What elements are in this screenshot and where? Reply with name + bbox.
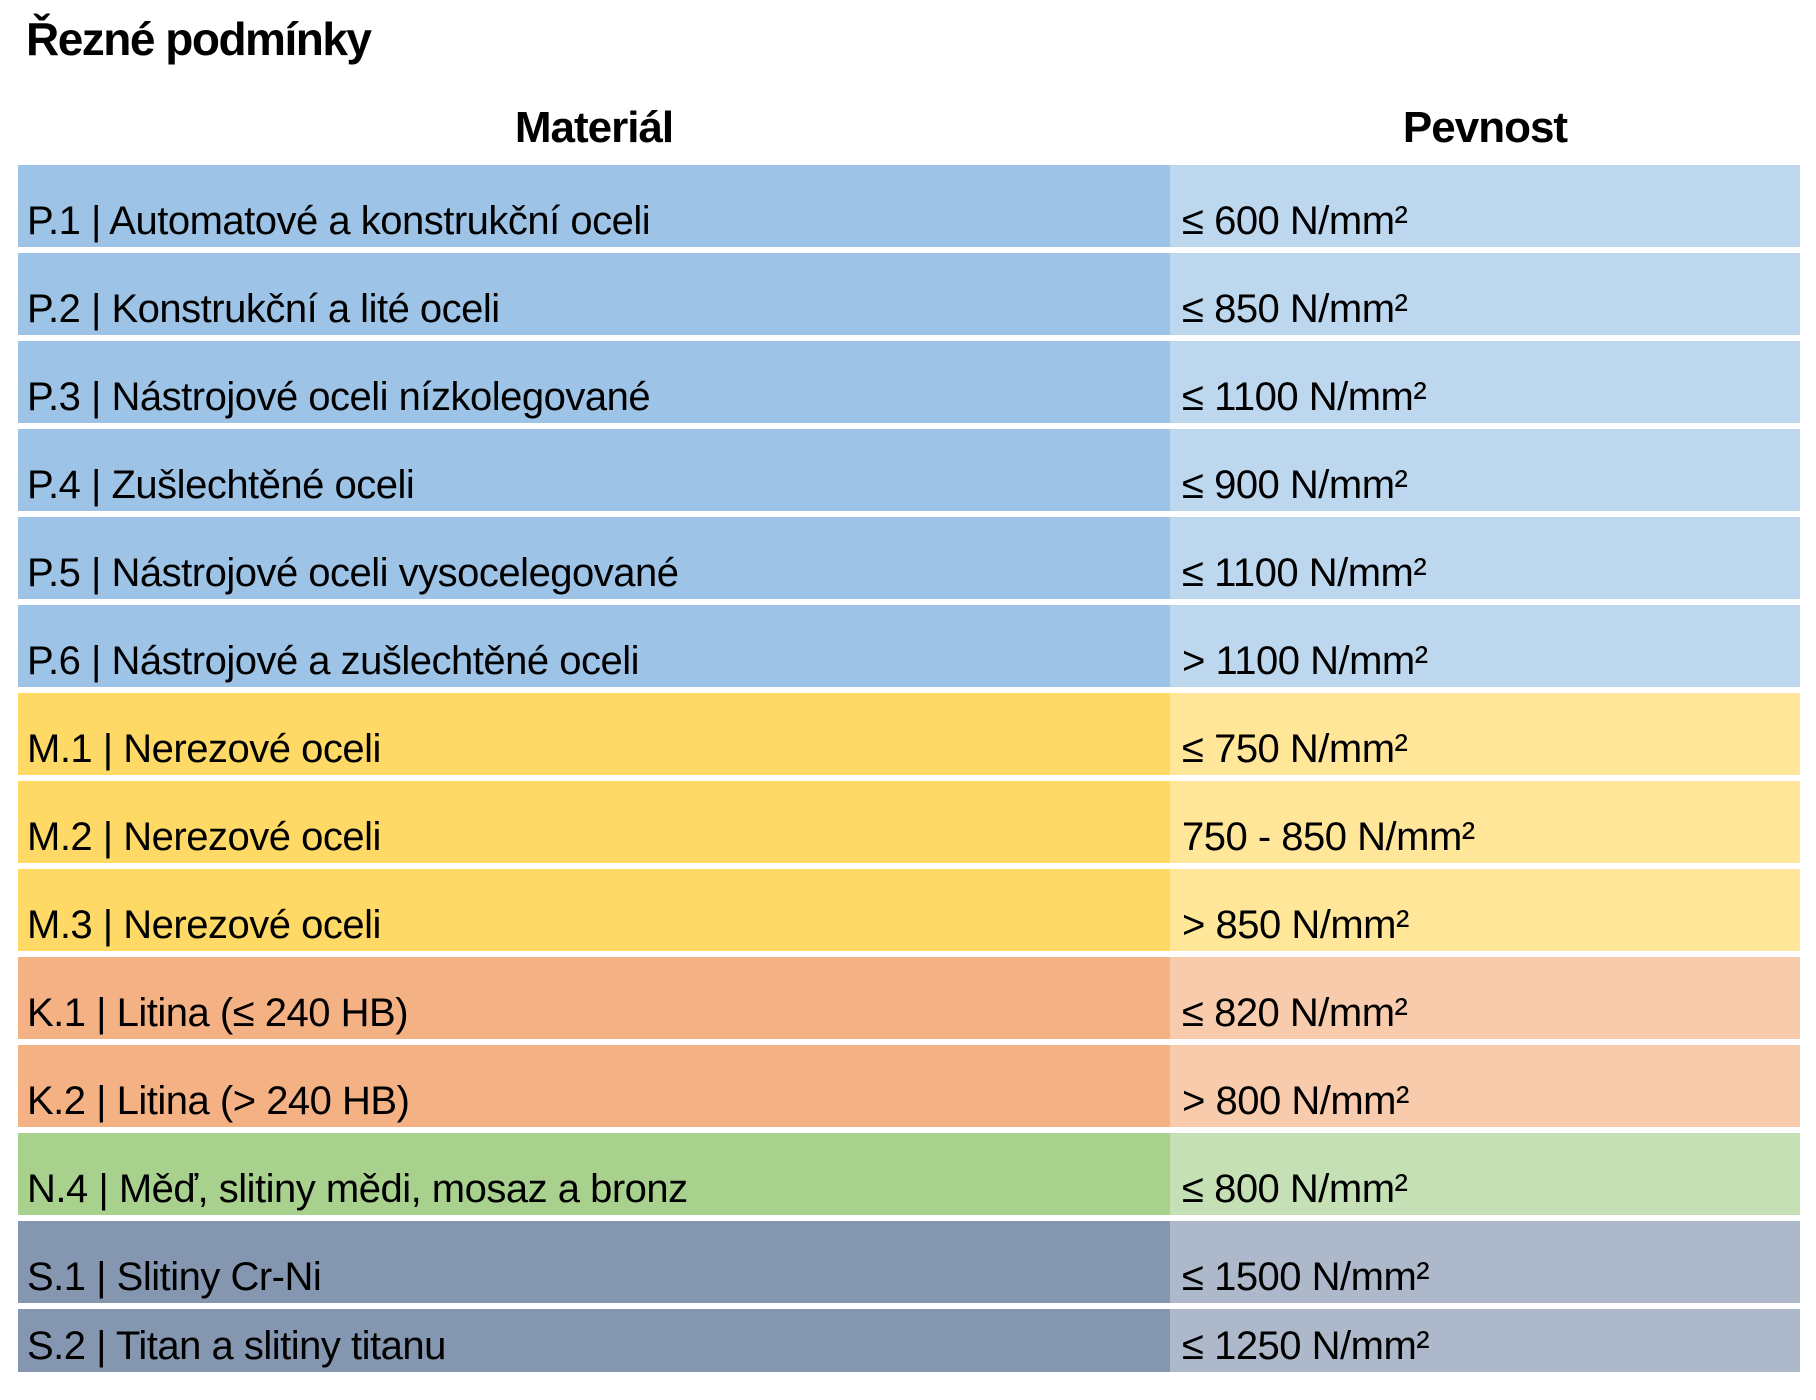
strength-cell: ≤ 750 N/mm² bbox=[1170, 693, 1800, 775]
table-row: M.2 | Nerezové oceli 750 - 850 N/mm² bbox=[18, 781, 1800, 863]
strength-cell: ≤ 1100 N/mm² bbox=[1170, 517, 1800, 599]
material-cell: P.1 | Automatové a konstrukční oceli bbox=[18, 165, 1170, 247]
strength-cell: 750 - 850 N/mm² bbox=[1170, 781, 1800, 863]
table-row: P.4 | Zušlechtěné oceli ≤ 900 N/mm² bbox=[18, 429, 1800, 511]
strength-cell: ≤ 1500 N/mm² bbox=[1170, 1221, 1800, 1303]
strength-cell: ≤ 600 N/mm² bbox=[1170, 165, 1800, 247]
materials-table: P.1 | Automatové a konstrukční oceli ≤ 6… bbox=[18, 165, 1800, 1372]
table-header: Materiál Pevnost bbox=[18, 94, 1800, 150]
strength-cell: > 850 N/mm² bbox=[1170, 869, 1800, 951]
strength-cell: ≤ 850 N/mm² bbox=[1170, 253, 1800, 335]
material-cell: P.2 | Konstrukční a lité oceli bbox=[18, 253, 1170, 335]
material-cell: K.2 | Litina (> 240 HB) bbox=[18, 1045, 1170, 1127]
strength-cell: > 1100 N/mm² bbox=[1170, 605, 1800, 687]
table-row: M.1 | Nerezové oceli ≤ 750 N/mm² bbox=[18, 693, 1800, 775]
material-cell: K.1 | Litina (≤ 240 HB) bbox=[18, 957, 1170, 1039]
table-row: S.1 | Slitiny Cr-Ni ≤ 1500 N/mm² bbox=[18, 1221, 1800, 1303]
column-header-material: Materiál bbox=[514, 103, 674, 152]
table-row: P.3 | Nástrojové oceli nízkolegované ≤ 1… bbox=[18, 341, 1800, 423]
strength-cell: ≤ 820 N/mm² bbox=[1170, 957, 1800, 1039]
column-header-strength: Pevnost bbox=[1402, 103, 1568, 152]
table-row: S.2 | Titan a slitiny titanu ≤ 1250 N/mm… bbox=[18, 1309, 1800, 1372]
table-row: P.1 | Automatové a konstrukční oceli ≤ 6… bbox=[18, 165, 1800, 247]
material-cell: M.2 | Nerezové oceli bbox=[18, 781, 1170, 863]
table-row: M.3 | Nerezové oceli > 850 N/mm² bbox=[18, 869, 1800, 951]
table-row: P.5 | Nástrojové oceli vysocelegované ≤ … bbox=[18, 517, 1800, 599]
table-row: P.6 | Nástrojové a zušlechtěné oceli > 1… bbox=[18, 605, 1800, 687]
material-cell: M.1 | Nerezové oceli bbox=[18, 693, 1170, 775]
table-row: N.4 | Měď, slitiny mědi, mosaz a bronz ≤… bbox=[18, 1133, 1800, 1215]
strength-cell: > 800 N/mm² bbox=[1170, 1045, 1800, 1127]
table-row: P.2 | Konstrukční a lité oceli ≤ 850 N/m… bbox=[18, 253, 1800, 335]
strength-cell: ≤ 1250 N/mm² bbox=[1170, 1309, 1800, 1372]
strength-cell: ≤ 800 N/mm² bbox=[1170, 1133, 1800, 1215]
page-title: Řezné podmínky bbox=[26, 13, 372, 65]
material-cell: P.5 | Nástrojové oceli vysocelegované bbox=[18, 517, 1170, 599]
material-cell: N.4 | Měď, slitiny mědi, mosaz a bronz bbox=[18, 1133, 1170, 1215]
strength-cell: ≤ 900 N/mm² bbox=[1170, 429, 1800, 511]
material-cell: S.1 | Slitiny Cr-Ni bbox=[18, 1221, 1170, 1303]
table-row: K.1 | Litina (≤ 240 HB) ≤ 820 N/mm² bbox=[18, 957, 1800, 1039]
material-cell: P.3 | Nástrojové oceli nízkolegované bbox=[18, 341, 1170, 423]
material-cell: M.3 | Nerezové oceli bbox=[18, 869, 1170, 951]
material-cell: S.2 | Titan a slitiny titanu bbox=[18, 1309, 1170, 1372]
strength-cell: ≤ 1100 N/mm² bbox=[1170, 341, 1800, 423]
table-row: K.2 | Litina (> 240 HB) > 800 N/mm² bbox=[18, 1045, 1800, 1127]
material-cell: P.4 | Zušlechtěné oceli bbox=[18, 429, 1170, 511]
material-cell: P.6 | Nástrojové a zušlechtěné oceli bbox=[18, 605, 1170, 687]
